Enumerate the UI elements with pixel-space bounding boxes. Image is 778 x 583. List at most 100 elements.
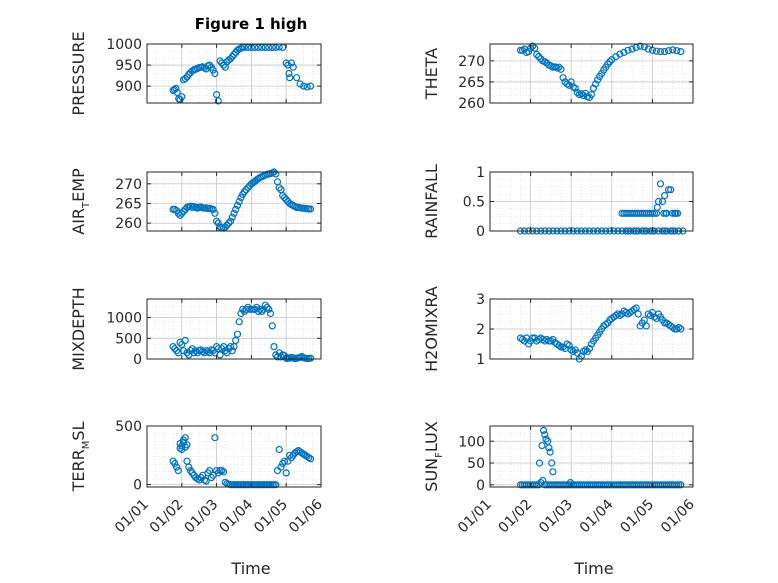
x-tick-label: 01/06 xyxy=(658,496,698,536)
y-tick-label: 100 xyxy=(458,434,485,450)
data-point xyxy=(181,434,189,442)
data-point xyxy=(632,304,640,312)
data-point xyxy=(206,467,214,475)
data-point xyxy=(179,207,188,215)
data-point xyxy=(549,468,557,476)
axes-box xyxy=(146,425,322,488)
y-tick-label: 1 xyxy=(476,352,485,368)
y-axis-label: MIXDEPTH xyxy=(69,287,88,370)
y-tick-label: 0.5 xyxy=(463,195,485,211)
data-point xyxy=(656,180,665,188)
data-point xyxy=(242,186,250,194)
data-point xyxy=(282,59,290,67)
data-point xyxy=(272,170,280,178)
y-label-subscript: M xyxy=(81,441,92,450)
y-axis-label: AIRTEMP xyxy=(69,168,92,235)
data-point xyxy=(546,448,554,456)
data-point xyxy=(547,337,555,345)
figure-title: Figure 1 high xyxy=(195,15,308,33)
data-point xyxy=(173,347,181,355)
y-label-subscript: F xyxy=(434,452,445,458)
data-point xyxy=(539,426,548,434)
data-point xyxy=(591,80,600,88)
data-point xyxy=(235,318,243,326)
data-point xyxy=(531,481,539,489)
data-point xyxy=(650,209,659,217)
data-point xyxy=(541,431,549,439)
data-point xyxy=(228,213,236,221)
data-point xyxy=(233,46,242,54)
subplot-1: 900 950 1000 PRESSURE xyxy=(69,31,322,116)
y-tick-label: 950 xyxy=(115,58,142,74)
data-point xyxy=(235,197,243,206)
data-point xyxy=(216,351,224,359)
x-tick-label: 01/04 xyxy=(216,496,256,536)
x-tick-label: 01/05 xyxy=(617,497,657,537)
data-point xyxy=(581,346,590,354)
data-point xyxy=(253,303,261,311)
data-point xyxy=(585,344,594,353)
data-point xyxy=(660,192,669,200)
data-point xyxy=(518,335,527,344)
data-point xyxy=(221,223,229,231)
y-label-main: H2OMIXRA xyxy=(422,286,441,372)
data-point xyxy=(213,90,221,99)
data-point xyxy=(277,463,285,471)
data-point xyxy=(220,468,228,476)
data-point xyxy=(307,205,315,213)
data-point xyxy=(261,301,269,309)
y-axis-label: THETA xyxy=(422,48,441,100)
subplot-2: 260 265 270 THETA xyxy=(422,42,694,112)
data-point xyxy=(642,322,650,330)
data-point xyxy=(516,46,525,54)
x-tick-label: 01/01 xyxy=(455,497,495,537)
data-point xyxy=(230,209,238,217)
data-point xyxy=(565,341,573,350)
data-point xyxy=(186,347,195,355)
data-point xyxy=(307,354,315,362)
x-axis-label-right: Time xyxy=(573,559,613,578)
axes-box xyxy=(146,298,322,360)
data-point xyxy=(260,305,268,313)
data-point xyxy=(579,347,588,356)
y-label-tail: LUX xyxy=(422,421,441,452)
data-point xyxy=(535,52,543,61)
data-point xyxy=(178,209,186,217)
data-point xyxy=(606,58,614,66)
data-point xyxy=(307,455,315,463)
y-tick-label: 260 xyxy=(115,216,142,232)
data-point xyxy=(537,479,545,487)
data-point xyxy=(179,347,188,355)
data-point xyxy=(192,347,200,355)
y-label-main: PRESSURE xyxy=(69,31,88,115)
data-point xyxy=(673,325,681,333)
y-tick-label: 270 xyxy=(115,177,142,193)
data-point xyxy=(589,84,598,92)
data-point xyxy=(232,205,240,213)
data-point xyxy=(263,303,271,311)
y-label-subscript: T xyxy=(81,201,92,209)
data-point xyxy=(178,442,186,450)
data-point xyxy=(214,219,222,227)
data-point xyxy=(673,209,682,217)
y-tick-label: 265 xyxy=(458,75,485,91)
data-point xyxy=(171,345,179,353)
y-tick-label: 3 xyxy=(476,292,485,308)
y-tick-label: 500 xyxy=(115,419,142,435)
data-point xyxy=(602,320,610,329)
data-point xyxy=(644,45,652,53)
data-point xyxy=(256,305,264,313)
data-point xyxy=(624,46,632,54)
y-tick-label: 260 xyxy=(458,96,485,112)
data-point xyxy=(620,48,628,57)
data-point xyxy=(185,463,193,471)
data-point xyxy=(675,481,683,489)
data-point xyxy=(230,343,238,351)
data-point xyxy=(244,184,252,192)
data-point xyxy=(628,45,636,53)
y-label-main: SUN xyxy=(422,458,441,492)
x-tick-label: 01/04 xyxy=(577,496,617,536)
data-point xyxy=(300,82,308,90)
y-tick-label: 270 xyxy=(458,54,485,70)
